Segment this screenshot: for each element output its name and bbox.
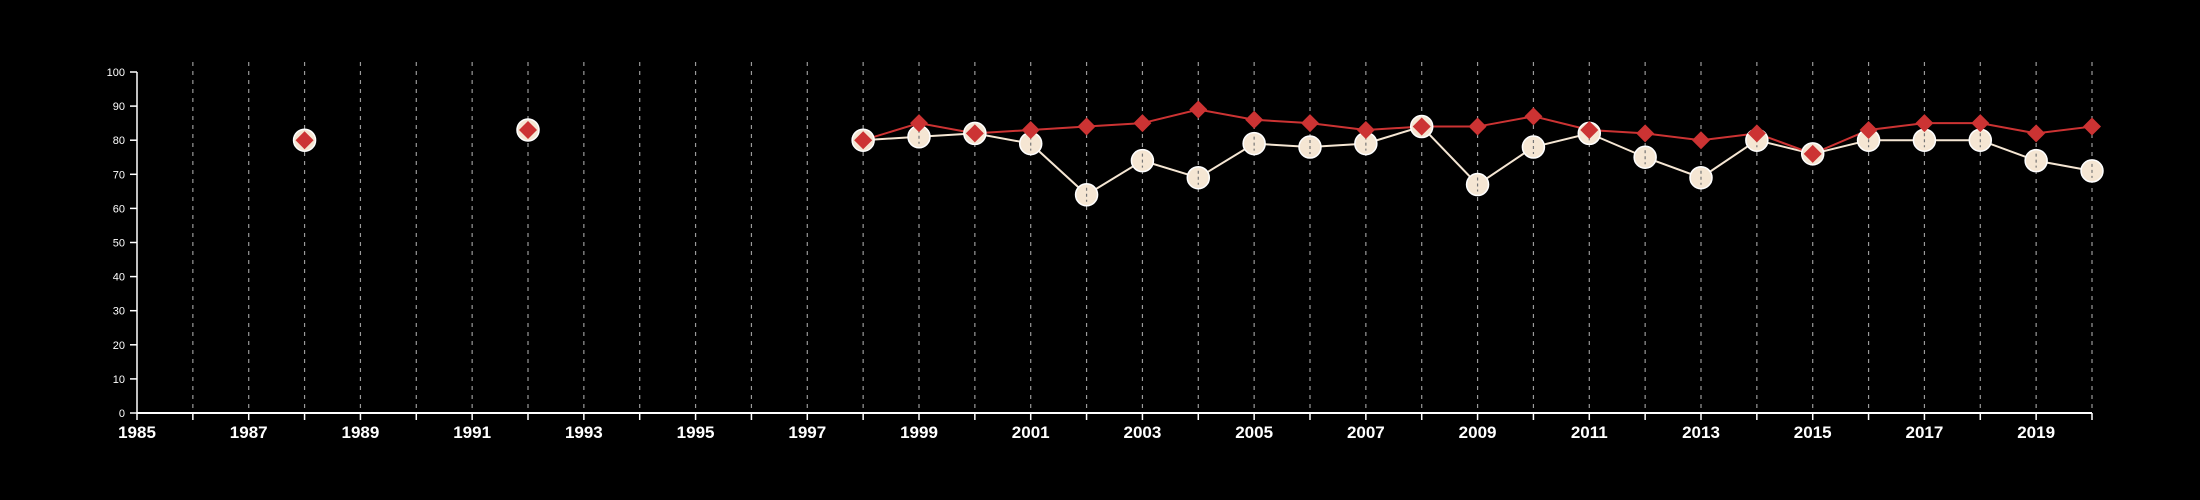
diamond-point [1524,107,1543,126]
x-tick-label: 1989 [342,423,380,442]
x-tick-label: 1997 [788,423,826,442]
diamond-point [1915,114,1934,133]
diamond-point [1580,120,1599,139]
diamond-point [1356,120,1375,139]
x-tick-label: 2005 [1235,423,1273,442]
x-tick-label: 2003 [1124,423,1162,442]
diamond-point [519,120,537,139]
y-tick-label: 30 [113,306,125,318]
diamond-point [1468,117,1487,136]
x-tick-label: 1995 [677,423,715,442]
diamond-point [854,131,873,150]
diamond-point [1692,131,1710,150]
diamond-point [910,114,928,133]
x-tick-label: 2017 [1906,423,1944,442]
diamond-point [1245,110,1264,129]
y-tick-label: 10 [113,374,125,386]
x-tick-label: 2001 [1012,423,1050,442]
y-tick-label: 20 [113,340,125,352]
diamond-point [1412,117,1431,136]
diamond-point [1301,114,1319,133]
x-tick-label: 2015 [1794,423,1832,442]
y-tick-label: 50 [113,238,125,250]
series-layer [292,100,2104,207]
x-tick-label: 2007 [1347,423,1385,442]
x-tick-label: 1985 [118,423,156,442]
x-tick-label: 2009 [1459,423,1497,442]
diamond-point [1859,120,1878,139]
y-tick-label: 0 [119,408,125,420]
x-tick-label: 1987 [230,423,268,442]
diamond-point [1747,124,1766,143]
diamond-point [1636,124,1655,143]
y-tick-label: 40 [113,272,125,284]
diamond-point [1133,114,1152,133]
diamond-point [1971,114,1990,133]
y-tick-label: 60 [113,203,125,215]
x-tick-label: 2011 [1571,423,1608,442]
diamond-point [1189,100,1208,119]
x-tick-label: 2019 [2017,423,2055,442]
diamond-point [1021,120,1040,139]
y-tick-label: 80 [113,135,125,147]
diamond-point [1803,144,1822,163]
diamond-point [965,124,984,143]
diamond-point [2083,117,2101,136]
x-tick-label: 1993 [565,423,603,442]
y-tick-label: 70 [113,169,125,181]
x-tick-label: 1991 [453,423,491,442]
diamond-point [295,131,314,150]
diamond-point [2027,124,2046,143]
axis-layer: 0 10 20 30 40 50 60 70 80 90 100 1985 1987 1989 1991 19… [107,67,2093,442]
y-tick-label: 100 [107,67,125,79]
x-tick-label: 2013 [1682,423,1720,442]
x-tick-label: 1999 [900,423,938,442]
y-tick-label: 90 [113,101,125,113]
diamond-point [1077,117,1096,136]
